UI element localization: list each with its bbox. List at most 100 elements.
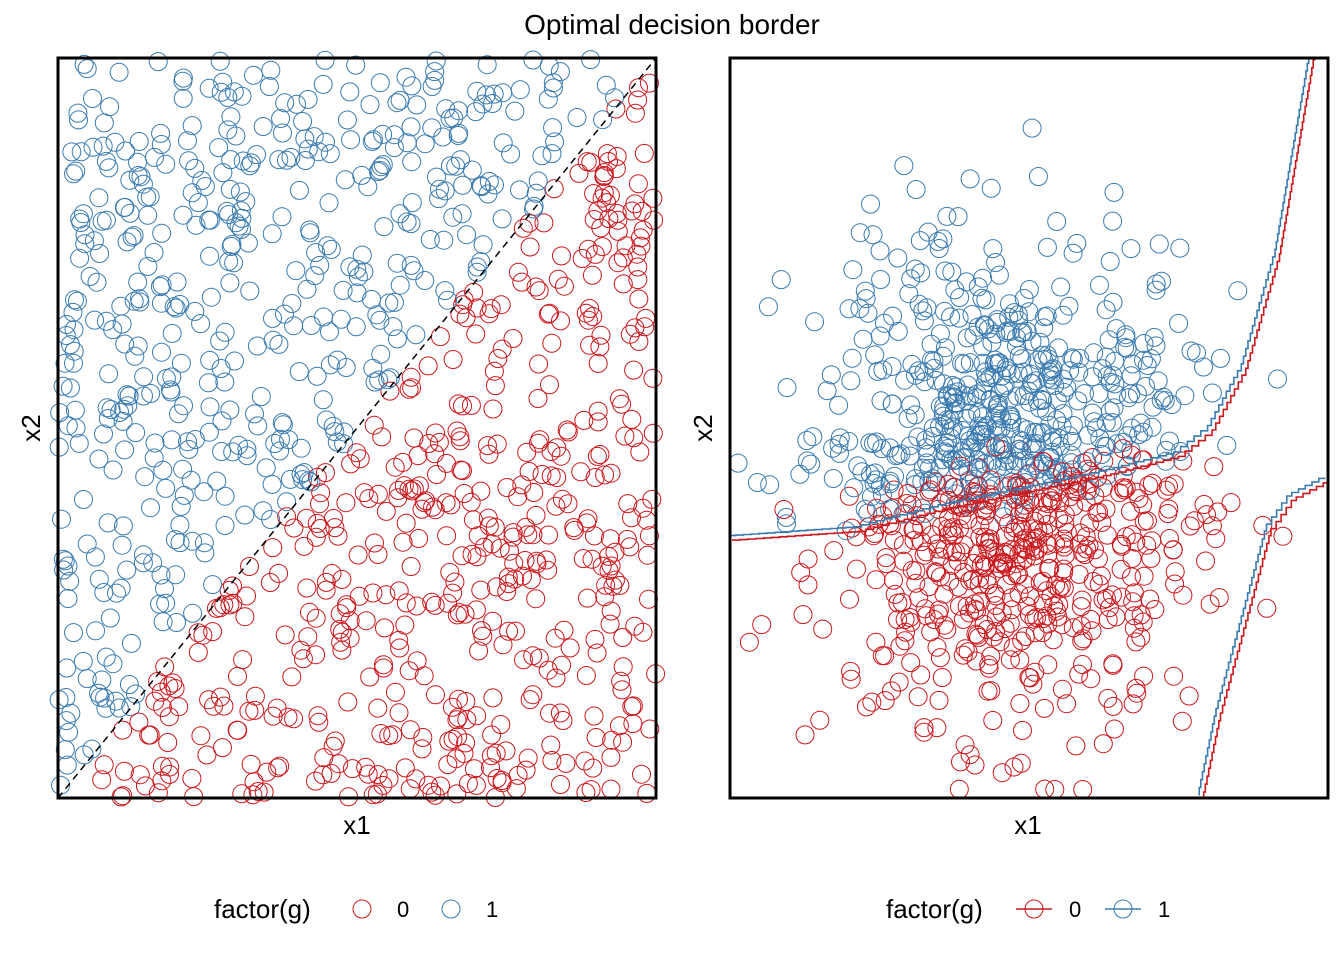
point-class-1 <box>97 398 117 418</box>
point-class-1 <box>1019 392 1039 412</box>
point-class-0 <box>628 174 648 194</box>
point-class-0 <box>1221 493 1241 513</box>
point-class-0 <box>596 575 616 595</box>
point-class-0 <box>1134 666 1154 686</box>
point-class-0 <box>523 685 543 705</box>
point-class-1 <box>1152 271 1172 291</box>
point-class-1 <box>1228 281 1248 301</box>
point-class-0 <box>341 454 361 474</box>
point-class-0 <box>325 518 345 538</box>
point-class-1 <box>128 152 147 172</box>
point-class-0 <box>1052 679 1072 699</box>
point-class-1 <box>277 492 297 512</box>
point-class-1 <box>73 204 93 224</box>
point-class-0 <box>1163 540 1183 560</box>
point-class-0 <box>1067 477 1087 497</box>
point-class-0 <box>708 568 726 586</box>
point-class-0 <box>152 756 172 776</box>
point-class-1 <box>451 150 470 170</box>
point-class-1 <box>113 411 133 431</box>
point-class-0 <box>245 686 265 706</box>
point-class-1 <box>211 359 231 378</box>
point-class-1 <box>109 698 129 718</box>
point-class-1 <box>341 130 361 150</box>
point-class-0 <box>984 583 1004 603</box>
point-class-0 <box>307 514 327 533</box>
point-class-0 <box>232 784 252 804</box>
point-class-1 <box>975 316 995 336</box>
point-class-0 <box>223 576 242 596</box>
point-class-1 <box>446 156 466 176</box>
point-class-1 <box>492 209 512 229</box>
point-class-1 <box>373 124 393 144</box>
point-class-1 <box>1187 343 1206 363</box>
point-class-0 <box>1020 490 1040 510</box>
point-class-0 <box>467 706 487 726</box>
point-class-0 <box>585 629 605 649</box>
point-class-1 <box>870 241 890 261</box>
point-class-0 <box>313 765 333 785</box>
point-class-1 <box>244 65 263 85</box>
point-class-0 <box>1028 520 1048 540</box>
point-class-0 <box>380 381 400 401</box>
point-class-1 <box>92 670 112 690</box>
point-class-1 <box>141 384 161 403</box>
point-class-1 <box>1014 289 1034 308</box>
point-class-0 <box>464 759 484 779</box>
point-class-0 <box>1142 473 1162 493</box>
right-legend-label-1: 1 <box>1158 897 1170 922</box>
point-class-0 <box>610 389 629 409</box>
left-legend-label-1: 1 <box>486 897 498 922</box>
point-class-1 <box>295 151 315 170</box>
point-class-1 <box>115 440 135 460</box>
point-class-1 <box>98 513 118 533</box>
point-class-0 <box>919 482 939 502</box>
point-class-0 <box>524 483 544 502</box>
point-class-1 <box>909 361 929 381</box>
point-class-1 <box>882 394 902 414</box>
point-class-1 <box>1090 275 1109 295</box>
point-class-0 <box>449 603 469 623</box>
point-class-0 <box>810 710 830 730</box>
point-class-1 <box>162 430 182 450</box>
point-class-0 <box>443 729 463 749</box>
point-class-0 <box>447 421 467 441</box>
point-class-1 <box>110 402 130 422</box>
point-class-1 <box>937 206 957 226</box>
point-class-1 <box>77 534 97 554</box>
point-class-0 <box>926 562 946 582</box>
point-class-0 <box>1160 529 1179 548</box>
point-class-0 <box>1209 588 1229 608</box>
point-class-0 <box>197 745 217 765</box>
point-class-0 <box>419 434 439 453</box>
point-class-0 <box>922 525 942 545</box>
point-class-0 <box>594 167 614 187</box>
point-class-0 <box>413 728 433 747</box>
point-class-1 <box>188 193 208 213</box>
point-class-1 <box>171 353 191 373</box>
point-class-1 <box>960 431 980 451</box>
point-class-0 <box>948 577 968 597</box>
point-class-1 <box>370 160 390 180</box>
point-class-1 <box>823 438 843 458</box>
point-class-1 <box>1014 450 1034 470</box>
point-class-1 <box>210 51 230 71</box>
point-class-1 <box>293 112 313 131</box>
point-class-0 <box>473 626 493 646</box>
point-class-0 <box>1025 541 1045 561</box>
point-class-0 <box>376 501 396 521</box>
point-class-1 <box>401 117 421 137</box>
decision-boundary-upper-class-1 <box>730 58 1310 537</box>
point-class-1 <box>805 312 825 332</box>
point-class-1 <box>1136 377 1156 396</box>
point-class-0 <box>487 434 507 454</box>
point-class-1 <box>935 261 955 281</box>
point-class-1 <box>178 432 198 452</box>
point-class-0 <box>569 163 589 183</box>
point-class-1 <box>273 123 292 143</box>
right-legend-key-1 <box>1113 899 1133 919</box>
point-class-0 <box>1013 720 1032 740</box>
point-class-0 <box>92 770 112 790</box>
point-class-1 <box>581 50 601 70</box>
point-class-1 <box>360 95 380 115</box>
